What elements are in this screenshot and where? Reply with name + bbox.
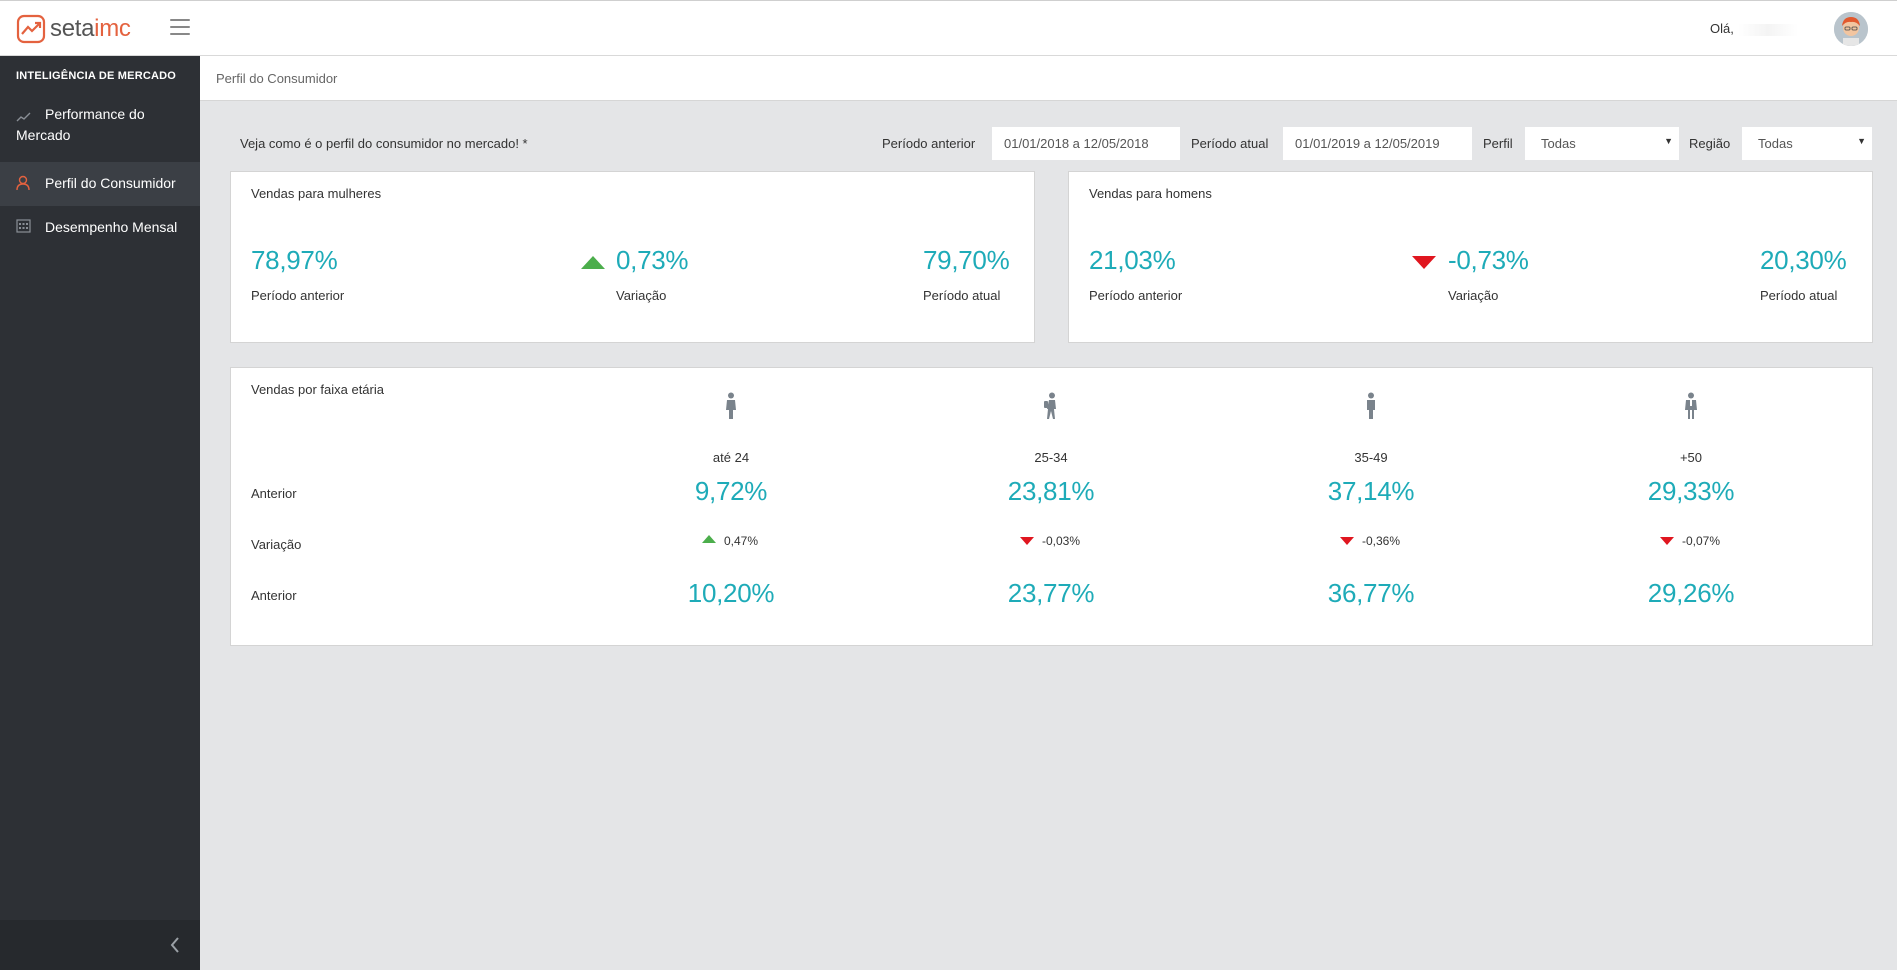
age-group-label: 35-49 bbox=[1354, 450, 1388, 465]
arrow-down-icon bbox=[1660, 537, 1674, 545]
age-var-value: -0,36% bbox=[1361, 534, 1401, 548]
top-bar: setaimc Olá, bbox=[0, 0, 1897, 56]
arrow-up-icon bbox=[581, 256, 605, 269]
age-group-35-49: 35-49 37,14% -0,36% 36,77% bbox=[1271, 392, 1471, 632]
hiker-figure-icon bbox=[1044, 392, 1056, 419]
row-label-anterior: Anterior bbox=[251, 486, 297, 501]
prev-period-input[interactable]: 01/01/2018 a 12/05/2018 bbox=[992, 127, 1180, 160]
chevron-left-icon[interactable] bbox=[167, 935, 183, 955]
age-group-50-plus: +50 29,33% -0,07% 29,26% bbox=[1591, 392, 1791, 632]
age-group-label: 25-34 bbox=[1034, 450, 1068, 465]
women-sales-card: Vendas para mulheres 78,97% Período ante… bbox=[230, 171, 1035, 343]
sidebar-footer bbox=[0, 920, 200, 970]
regiao-select[interactable]: Todas ▼ bbox=[1742, 127, 1872, 160]
men-var-label: Variação bbox=[1448, 288, 1499, 303]
row-label-anterior-2: Anterior bbox=[251, 588, 297, 603]
age-prev-value: 23,81% bbox=[1007, 476, 1095, 506]
user-greeting: Olá, bbox=[1710, 21, 1798, 36]
sidebar-item-label: Perfil do Consumidor bbox=[45, 175, 176, 191]
women-var-label: Variação bbox=[616, 288, 667, 303]
age-group-label: até 24 bbox=[712, 450, 750, 465]
age-sales-card: Vendas por faixa etária Anterior Variaçã… bbox=[230, 367, 1873, 646]
age-curr-value: 23,77% bbox=[1007, 578, 1095, 608]
card-title: Vendas por faixa etária bbox=[251, 382, 384, 397]
sidebar-item-label: Performance do Mercado bbox=[16, 106, 145, 143]
chevron-down-icon: ▼ bbox=[1664, 136, 1673, 146]
age-curr-value: 10,20% bbox=[687, 578, 775, 608]
age-var-value: -0,03% bbox=[1041, 534, 1081, 548]
age-group-label: +50 bbox=[1679, 450, 1703, 465]
curr-period-label: Período atual bbox=[1191, 136, 1269, 151]
sidebar-item-desempenho[interactable]: Desempenho Mensal bbox=[0, 206, 200, 250]
intro-text: Veja como é o perfil do consumidor no me… bbox=[240, 136, 528, 151]
perfil-select[interactable]: Todas ▼ bbox=[1525, 127, 1679, 160]
breadcrumb: Perfil do Consumidor bbox=[216, 71, 338, 86]
sidebar-section-title: INTELIGÊNCIA DE MERCADO bbox=[16, 70, 177, 82]
age-group-ate24: até 24 9,72% 0,47% 10,20% bbox=[631, 392, 831, 632]
women-curr-label: Período atual bbox=[923, 288, 1001, 303]
arrow-down-icon bbox=[1020, 537, 1034, 545]
women-prev-value: 78,97% bbox=[251, 245, 338, 275]
arrow-down-icon bbox=[1340, 537, 1354, 545]
regiao-select-value: Todas bbox=[1758, 136, 1793, 151]
age-curr-value: 36,77% bbox=[1327, 578, 1415, 608]
age-prev-value: 37,14% bbox=[1327, 476, 1415, 506]
men-prev-label: Período anterior bbox=[1089, 288, 1183, 303]
curr-period-input[interactable]: 01/01/2019 a 12/05/2019 bbox=[1283, 127, 1472, 160]
senior-figure-icon bbox=[1685, 392, 1697, 419]
women-var-value: 0,73% bbox=[616, 245, 689, 275]
perfil-label: Perfil bbox=[1483, 136, 1513, 151]
men-curr-value: 20,30% bbox=[1760, 245, 1847, 275]
avatar[interactable] bbox=[1834, 12, 1868, 46]
age-group-25-34: 25-34 23,81% -0,03% 23,77% bbox=[951, 392, 1151, 632]
chevron-down-icon: ▼ bbox=[1857, 136, 1866, 146]
arrow-up-icon bbox=[702, 535, 716, 543]
logo-text: setaimc bbox=[50, 15, 131, 42]
sidebar-item-performance[interactable]: Performance do Mercado bbox=[0, 104, 200, 162]
logo-icon bbox=[16, 14, 46, 44]
age-curr-value: 29,26% bbox=[1647, 578, 1735, 608]
adult-figure-icon bbox=[1367, 392, 1375, 419]
row-label-variacao: Variação bbox=[251, 537, 302, 552]
arrow-down-icon bbox=[1412, 256, 1436, 269]
sidebar-item-label: Desempenho Mensal bbox=[45, 219, 178, 235]
line-chart-icon bbox=[16, 110, 32, 126]
logo[interactable]: setaimc bbox=[16, 14, 131, 44]
user-icon bbox=[16, 175, 30, 194]
prev-period-label: Período anterior bbox=[882, 136, 976, 151]
men-var-value: -0,73% bbox=[1448, 245, 1529, 275]
sidebar: INTELIGÊNCIA DE MERCADO Performance do M… bbox=[0, 56, 200, 970]
age-prev-value: 9,72% bbox=[694, 476, 768, 506]
age-var-value: -0,07% bbox=[1681, 534, 1721, 548]
women-curr-value: 79,70% bbox=[923, 245, 1010, 275]
age-prev-value: 29,33% bbox=[1647, 476, 1735, 506]
regiao-label: Região bbox=[1689, 136, 1731, 151]
men-curr-label: Período atual bbox=[1760, 288, 1838, 303]
menu-toggle-icon[interactable] bbox=[170, 19, 190, 36]
card-title: Vendas para mulheres bbox=[251, 186, 382, 201]
men-sales-card: Vendas para homens 21,03% Período anteri… bbox=[1068, 171, 1873, 343]
women-prev-label: Período anterior bbox=[251, 288, 345, 303]
age-var-value: 0,47% bbox=[723, 534, 759, 548]
sidebar-item-perfil[interactable]: Perfil do Consumidor bbox=[0, 162, 200, 206]
calendar-icon bbox=[16, 219, 31, 236]
perfil-select-value: Todas bbox=[1541, 136, 1576, 151]
men-prev-value: 21,03% bbox=[1089, 245, 1176, 275]
child-figure-icon bbox=[726, 392, 736, 419]
card-title: Vendas para homens bbox=[1089, 186, 1212, 201]
breadcrumb-bar: Perfil do Consumidor bbox=[200, 56, 1897, 101]
